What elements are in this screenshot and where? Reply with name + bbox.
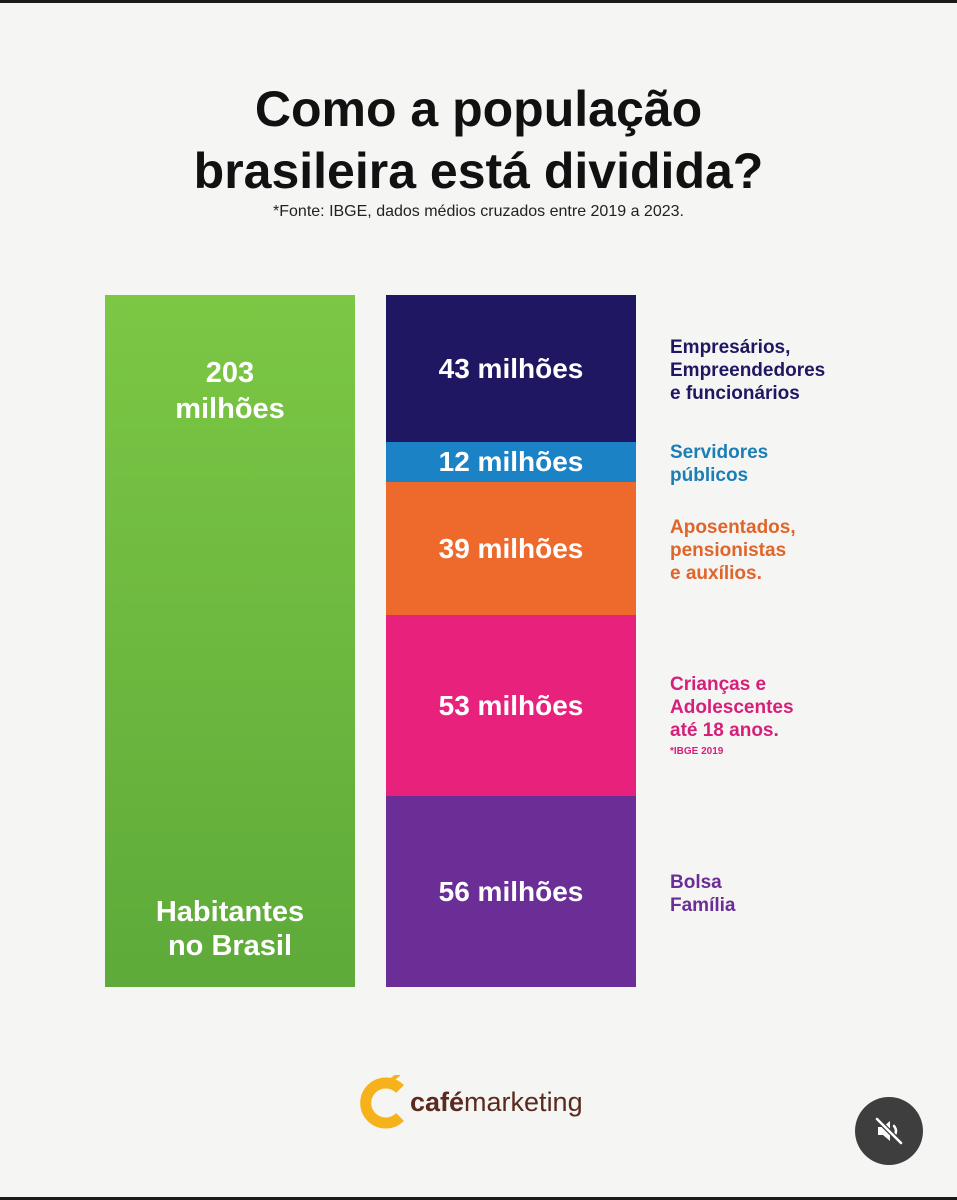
total-value-unit: milhões bbox=[175, 393, 285, 425]
total-value-number: 203 bbox=[205, 357, 255, 389]
segment-label-criancas: Crianças e Adolescentes até 18 anos. bbox=[670, 674, 794, 741]
total-caption-line-2: no Brasil bbox=[167, 930, 293, 962]
segment-label-servidores: Servidores públicos bbox=[670, 442, 769, 486]
segment-label-aposentados: Aposentados, pensionistas e auxílios. bbox=[670, 517, 796, 584]
total-population-bar: 203 milhões Habitantes no Brasil bbox=[105, 295, 355, 987]
bar-segment-aposentados: 39 milhões bbox=[386, 482, 636, 615]
cafe-marketing-logo: cafémarketing bbox=[360, 1075, 600, 1131]
logo-brand-regular: marketing bbox=[464, 1087, 583, 1117]
segment-value-servidores: 12 milhões bbox=[438, 446, 584, 477]
total-caption-line-1: Habitantes bbox=[155, 896, 305, 928]
segment-value-criancas: 53 milhões bbox=[438, 689, 584, 721]
bar-segment-empresarios: 43 milhões bbox=[386, 295, 636, 442]
total-caption: Habitantes no Brasil bbox=[105, 895, 355, 963]
segment-value-bolsa-familia: 56 milhões bbox=[438, 875, 584, 907]
source-note: *Fonte: IBGE, dados médios cruzados entr… bbox=[273, 203, 684, 220]
speaker-muted-icon bbox=[874, 1116, 904, 1146]
stacked-breakdown-bar: 43 milhões 12 milhões 39 milhões 53 milhões… bbox=[386, 295, 636, 987]
top-border bbox=[0, 0, 957, 3]
title-line-1: Como a população bbox=[254, 81, 703, 137]
segment-label-bolsa-familia: Bolsa Família bbox=[670, 871, 736, 916]
segment-value-aposentados: 39 milhões bbox=[438, 532, 584, 564]
mute-toggle-button[interactable] bbox=[855, 1097, 923, 1165]
bar-segment-criancas: 53 milhões bbox=[386, 615, 636, 796]
title-line-2: brasileira está dividida? bbox=[193, 143, 764, 199]
logo-wordmark: cafémarketing bbox=[410, 1087, 583, 1118]
segment-value-empresarios: 43 milhões bbox=[438, 352, 584, 384]
bar-segment-bolsa-familia: 56 milhões bbox=[386, 796, 636, 987]
bottom-border bbox=[0, 1197, 957, 1200]
cafe-c-logo-icon bbox=[360, 1075, 404, 1129]
total-value-label: 203 milhões bbox=[105, 355, 355, 427]
bar-segment-servidores: 12 milhões bbox=[386, 442, 636, 482]
segment-label-empresarios: Empresários, Empreendedores e funcionári… bbox=[670, 337, 826, 404]
logo-brand-bold: café bbox=[410, 1087, 465, 1117]
page-title: Como a população brasileira está dividid… bbox=[0, 78, 957, 202]
segment-note-criancas: *IBGE 2019 bbox=[670, 746, 724, 757]
